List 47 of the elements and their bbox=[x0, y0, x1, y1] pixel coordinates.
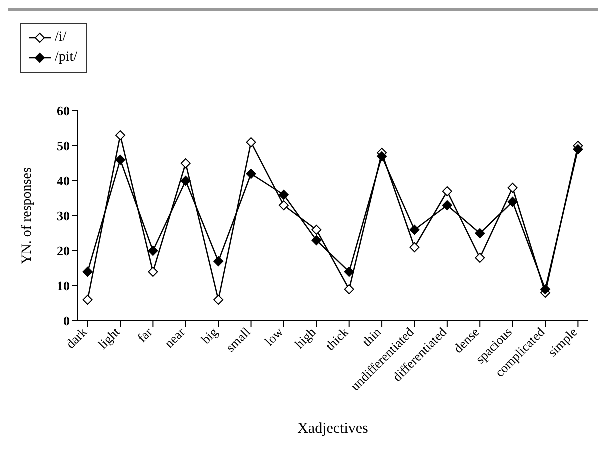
point bbox=[148, 246, 158, 256]
y-tick-label: 0 bbox=[64, 314, 70, 329]
x-tick-label: light bbox=[95, 324, 123, 352]
point bbox=[116, 155, 126, 165]
point bbox=[377, 152, 388, 162]
point bbox=[508, 183, 518, 193]
point bbox=[442, 200, 452, 210]
x-tick-label: high bbox=[292, 324, 320, 352]
point bbox=[278, 190, 289, 200]
point bbox=[475, 228, 486, 238]
legend-label: /i/ bbox=[54, 29, 68, 47]
y-tick-label: 30 bbox=[57, 208, 70, 224]
point bbox=[312, 236, 322, 246]
point bbox=[573, 144, 584, 154]
y-tick-label: 60 bbox=[57, 104, 70, 119]
point bbox=[246, 138, 256, 148]
point bbox=[214, 295, 224, 305]
y-axis-title: YN. of responses bbox=[20, 168, 35, 264]
point bbox=[410, 242, 420, 252]
point bbox=[116, 130, 126, 140]
legend-label: /pit/ bbox=[54, 49, 78, 67]
point bbox=[82, 295, 93, 305]
point bbox=[344, 267, 354, 277]
x-tick-label: near bbox=[162, 324, 188, 351]
point bbox=[278, 200, 289, 210]
point bbox=[180, 176, 191, 186]
x-tick-label: far bbox=[134, 324, 156, 346]
x-tick-label: thick bbox=[322, 324, 352, 354]
point bbox=[82, 267, 93, 277]
point bbox=[312, 225, 322, 235]
point bbox=[475, 253, 486, 263]
point bbox=[148, 267, 158, 277]
point bbox=[540, 284, 550, 294]
point bbox=[180, 158, 191, 168]
x-axis-title: Xadjectives bbox=[298, 421, 369, 437]
point bbox=[214, 256, 224, 266]
y-tick-label: 50 bbox=[57, 138, 70, 154]
y-tick-label: 20 bbox=[57, 244, 70, 259]
point bbox=[410, 225, 420, 235]
y-tick-label: 40 bbox=[57, 174, 70, 189]
point bbox=[246, 169, 256, 179]
x-tick-label: big bbox=[198, 324, 222, 347]
point bbox=[344, 284, 354, 294]
y-tick-label: 10 bbox=[57, 278, 70, 294]
point bbox=[442, 186, 452, 196]
point bbox=[508, 197, 518, 207]
x-tick-label: low bbox=[262, 324, 287, 349]
